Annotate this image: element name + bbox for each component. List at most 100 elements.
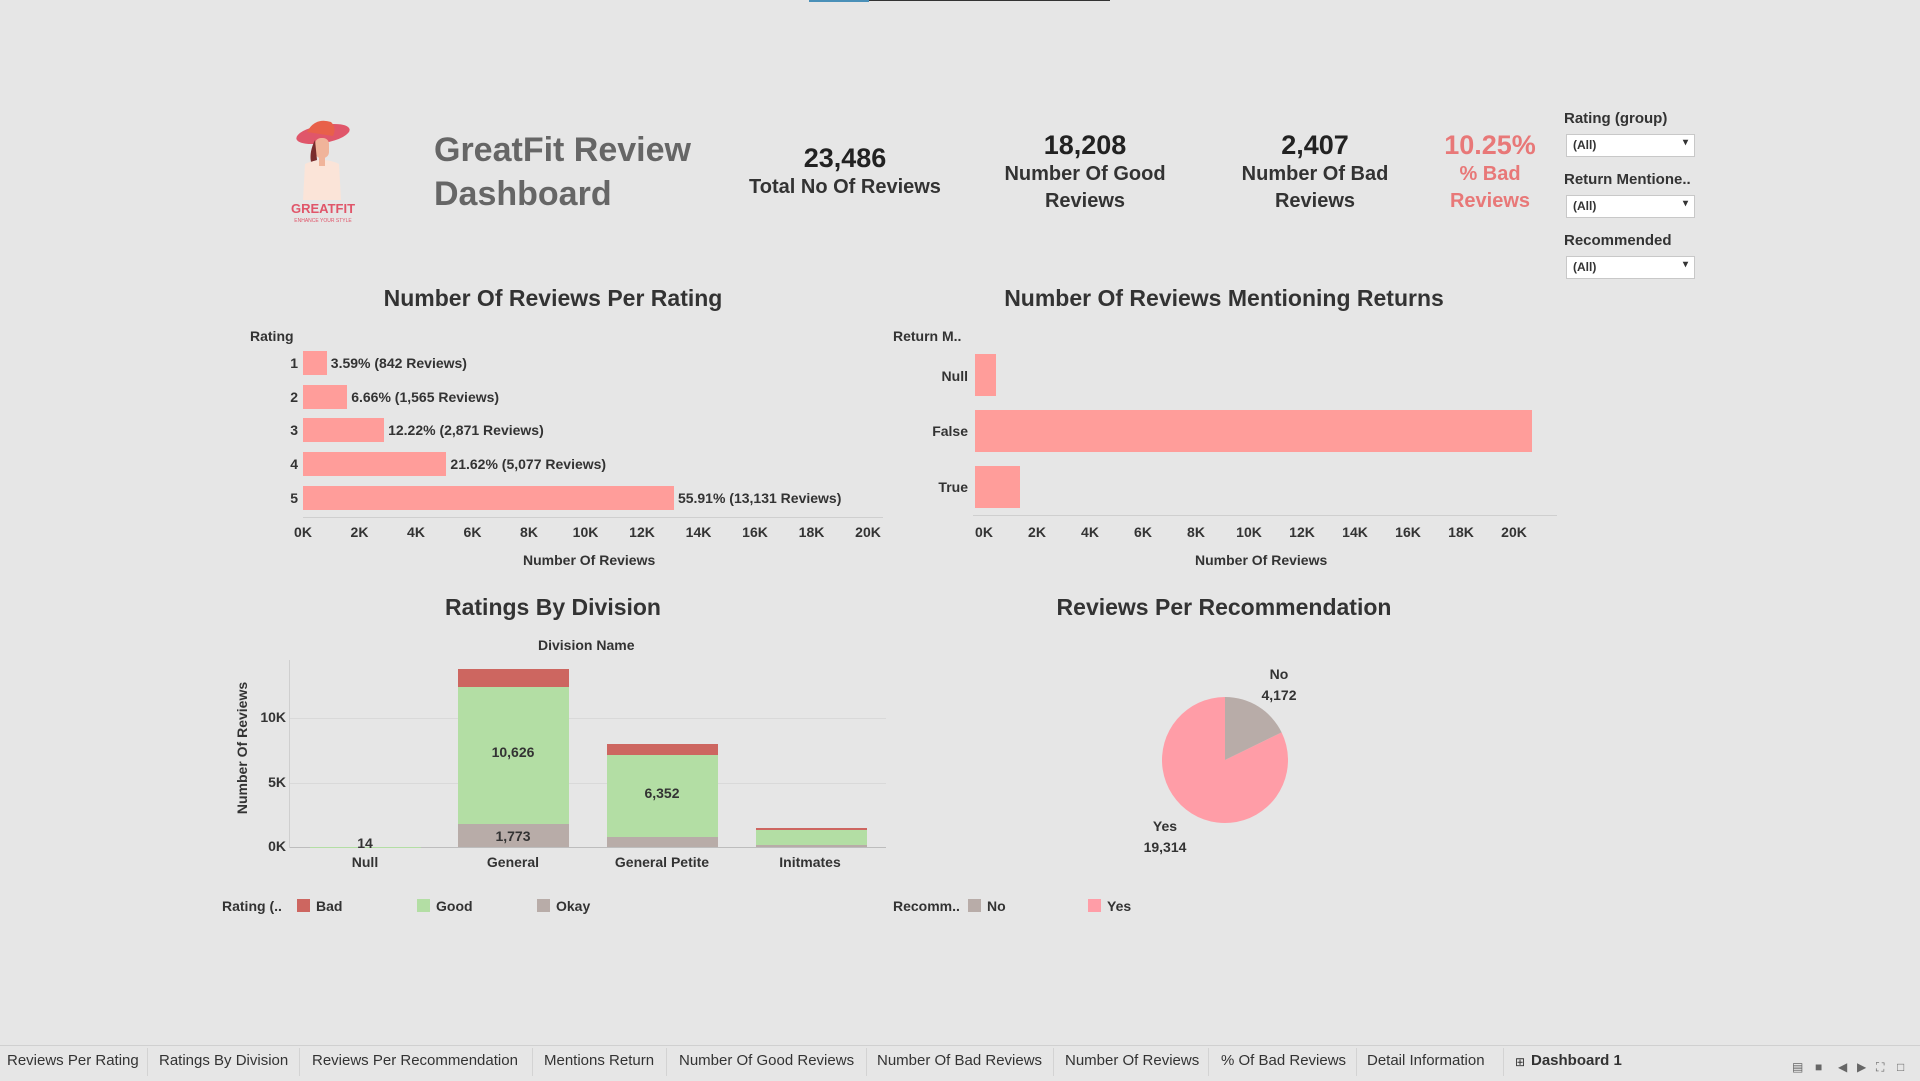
chart-rating-x-tick: 14K: [683, 524, 715, 540]
tab-ratings-by-division[interactable]: Ratings By Division: [159, 1052, 288, 1069]
chart-rating-title: Number Of Reviews Per Rating: [303, 285, 803, 312]
filter-return-mentioned-dropdown[interactable]: (All) ▾: [1566, 195, 1695, 218]
chart-rating-y-axis-title: Rating: [250, 328, 294, 344]
kpi-bad-label-line2: Reviews: [1205, 188, 1425, 215]
chart-division-bar-good[interactable]: [756, 830, 867, 845]
filter-recommended-dropdown[interactable]: (All) ▾: [1566, 256, 1695, 279]
tab-divider: [666, 1048, 667, 1076]
chart-returns-title: Number Of Reviews Mentioning Returns: [974, 285, 1474, 312]
legend-swatch-yes[interactable]: [1088, 899, 1101, 912]
next-sheet-icon[interactable]: ▶: [1857, 1060, 1866, 1074]
legend-swatch-good[interactable]: [417, 899, 430, 912]
chevron-down-icon: ▾: [1683, 198, 1688, 209]
tab-number-of-good-reviews[interactable]: Number Of Good Reviews: [679, 1052, 854, 1069]
chart-rating-data-label: 21.62% (5,077 Reviews): [450, 456, 606, 472]
kpi-good-value: 18,208: [975, 130, 1195, 161]
chart-returns-x-axis-line: [973, 515, 1557, 516]
chart-rating-bar[interactable]: [303, 385, 347, 409]
kpi-total-reviews: 23,486 Total No Of Reviews: [735, 143, 955, 201]
chart-returns-bar[interactable]: [975, 410, 1532, 452]
chart-returns-bar[interactable]: [975, 466, 1020, 508]
chart-returns-bar[interactable]: [975, 354, 996, 396]
chart-rating-x-tick: 20K: [852, 524, 884, 540]
prev-sheet-icon[interactable]: ◀: [1838, 1060, 1847, 1074]
chart-rating-data-label: 6.66% (1,565 Reviews): [351, 389, 499, 405]
chevron-down-icon: ▾: [1683, 137, 1688, 148]
filter-rating-group-dropdown[interactable]: (All) ▾: [1566, 134, 1695, 157]
tab-reviews-per-recommendation[interactable]: Reviews Per Recommendation: [312, 1052, 518, 1069]
kpi-bad-label-line1: Number Of Bad: [1205, 161, 1425, 188]
kpi-pct-bad: 10.25% % Bad Reviews: [1420, 130, 1560, 215]
chart-returns-x-axis-title: Number Of Reviews: [1195, 552, 1327, 568]
kpi-pct-bad-value: 10.25%: [1420, 130, 1560, 161]
chart-rating-cat-label: 2: [270, 389, 298, 405]
presentation-icon[interactable]: □: [1897, 1060, 1904, 1074]
legend-swatch-bad[interactable]: [297, 899, 310, 912]
kpi-pct-bad-label-line2: Reviews: [1420, 188, 1560, 215]
chart-returns-x-tick: 8K: [1180, 524, 1212, 540]
chart-division-bar-okay[interactable]: [607, 837, 718, 847]
tab-divider: [1503, 1048, 1504, 1076]
filter-rating-group-label: Rating (group): [1564, 110, 1667, 127]
legend-swatch-no[interactable]: [968, 899, 981, 912]
chart-rating-data-label: 3.59% (842 Reviews): [331, 355, 467, 371]
chart-division-y-tick: 5K: [254, 774, 286, 790]
tab-number-of-bad-reviews[interactable]: Number Of Bad Reviews: [877, 1052, 1042, 1069]
legend-item-good[interactable]: Good: [436, 898, 473, 914]
legend-item-bad[interactable]: Bad: [316, 898, 342, 914]
chart-division-bar-okay[interactable]: [756, 845, 867, 847]
chart-returns-x-tick: 16K: [1392, 524, 1424, 540]
chart-division-cat-label: General: [463, 854, 563, 870]
legend-swatch-okay[interactable]: [537, 899, 550, 912]
chevron-down-icon: ▾: [1683, 259, 1688, 270]
filmstrip-icon[interactable]: ■: [1815, 1060, 1822, 1074]
chart-division-bar-bad[interactable]: [458, 669, 569, 687]
kpi-good-label-line2: Reviews: [975, 188, 1195, 215]
legend-item-no[interactable]: No: [987, 898, 1006, 914]
pie-value-yes: 19,314: [1135, 839, 1195, 855]
show-sheets-icon[interactable]: ▤: [1792, 1060, 1803, 1074]
chart-rating-bar[interactable]: [303, 418, 384, 442]
tab-reviews-per-rating[interactable]: Reviews Per Rating: [7, 1052, 139, 1069]
chart-returns-x-tick: 20K: [1498, 524, 1530, 540]
pie-label-no: No: [1258, 666, 1300, 682]
chart-returns-x-tick: 14K: [1339, 524, 1371, 540]
legend-item-yes[interactable]: Yes: [1107, 898, 1131, 914]
kpi-bad-reviews: 2,407 Number Of Bad Reviews: [1205, 130, 1425, 215]
tab-divider: [299, 1048, 300, 1076]
chart-division-bar-bad[interactable]: [756, 828, 867, 830]
chart-rating-x-tick: 6K: [457, 524, 489, 540]
chart-rating-data-label: 55.91% (13,131 Reviews): [678, 490, 841, 506]
chart-rating-bar[interactable]: [303, 452, 446, 476]
tab-mentions-return[interactable]: Mentions Return: [544, 1052, 654, 1069]
fullscreen-icon[interactable]: ⛶: [1876, 1060, 1884, 1075]
pie-value-no: 4,172: [1253, 687, 1305, 703]
tab-divider: [1208, 1048, 1209, 1076]
chart-division-x-axis-title: Division Name: [538, 637, 634, 653]
chart-rating-bar[interactable]: [303, 486, 674, 510]
legend-item-okay[interactable]: Okay: [556, 898, 590, 914]
kpi-total-value: 23,486: [735, 143, 955, 174]
chart-recommendation-title: Reviews Per Recommendation: [974, 594, 1474, 621]
chart-division-data-label: 10,626: [458, 744, 568, 760]
chart-rating-bar[interactable]: [303, 351, 327, 375]
chart-division-bar-bad[interactable]: [607, 744, 718, 754]
tab-number-of-reviews[interactable]: Number Of Reviews: [1065, 1052, 1199, 1069]
dashboard-title: GreatFit Review Dashboard: [434, 128, 734, 216]
chart-returns-x-tick: 18K: [1445, 524, 1477, 540]
kpi-good-label-line1: Number Of Good: [975, 161, 1195, 188]
tab-pct-bad-reviews[interactable]: % Of Bad Reviews: [1221, 1052, 1346, 1069]
chart-division-cat-label: Null: [315, 854, 415, 870]
filter-return-mentioned-value: (All): [1573, 199, 1596, 213]
filter-recommended-label: Recommended: [1564, 232, 1672, 249]
chart-division-gridline: [290, 783, 886, 784]
chart-returns-x-tick: 0K: [968, 524, 1000, 540]
tab-dashboard-1[interactable]: Dashboard 1: [1531, 1052, 1622, 1069]
chart-rating-cat-label: 4: [270, 456, 298, 472]
tab-detail-information[interactable]: Detail Information: [1367, 1052, 1485, 1069]
chart-rating-x-tick: 0K: [287, 524, 319, 540]
dashboard-title-line2: Dashboard: [434, 172, 734, 216]
dashboard-title-line1: GreatFit Review: [434, 128, 734, 172]
chart-division-title: Ratings By Division: [303, 594, 803, 621]
chart-rating-x-tick: 12K: [626, 524, 658, 540]
